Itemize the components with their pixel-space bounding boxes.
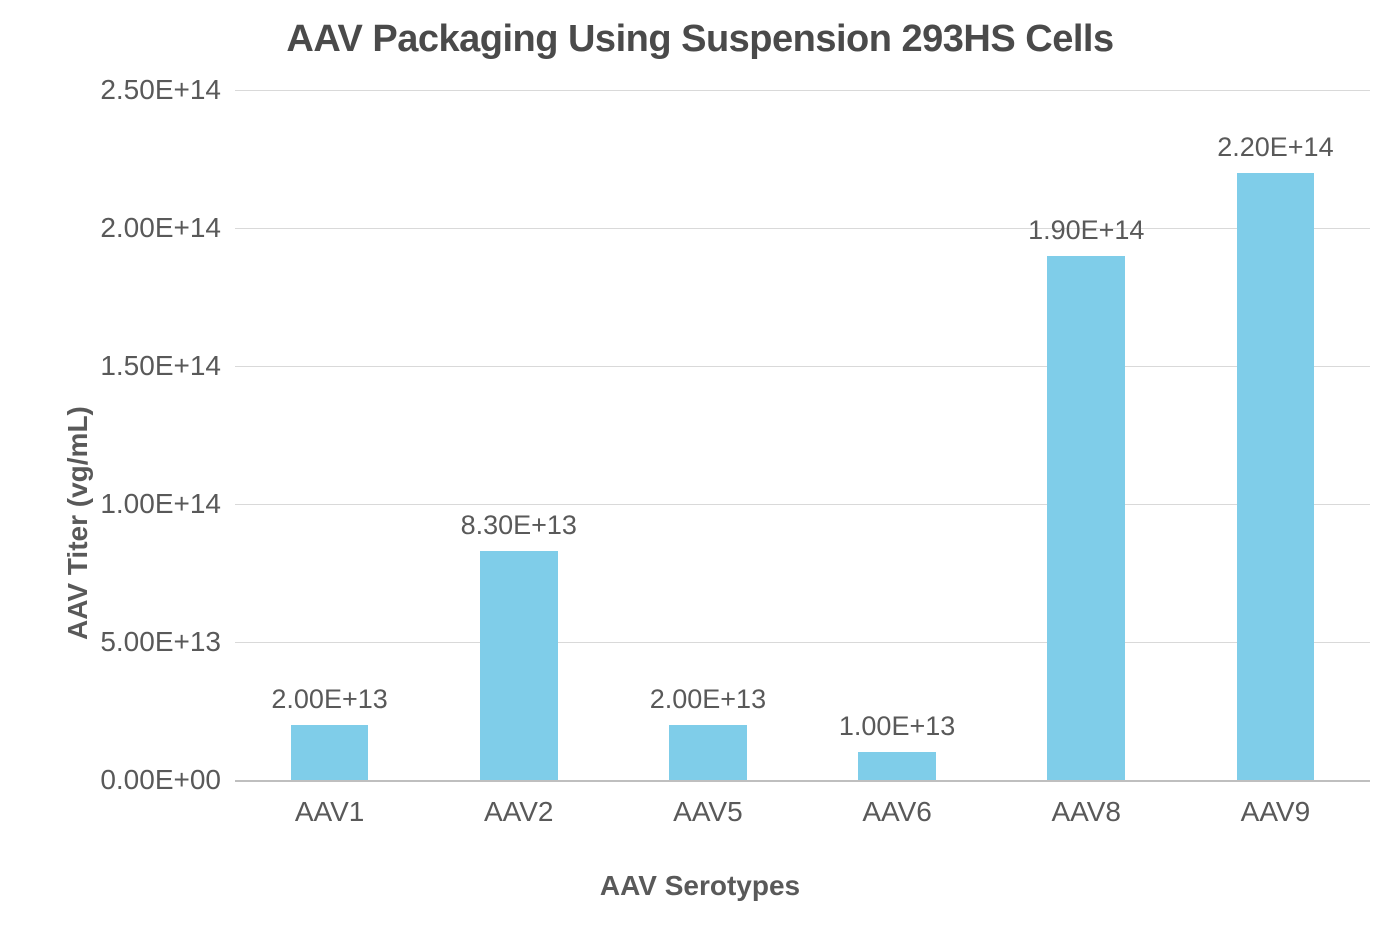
bar — [1047, 256, 1125, 780]
bar — [1237, 173, 1315, 780]
gridline — [235, 90, 1370, 91]
x-tick-label: AAV8 — [1051, 796, 1121, 828]
bar-value-label: 2.00E+13 — [650, 684, 766, 715]
x-axis-line — [235, 780, 1370, 782]
x-axis-label: AAV Serotypes — [0, 870, 1400, 902]
gridline — [235, 366, 1370, 367]
gridline — [235, 642, 1370, 643]
y-tick-label: 1.00E+14 — [100, 488, 221, 520]
x-tick-label: AAV5 — [673, 796, 743, 828]
y-tick-label: 0.00E+00 — [100, 764, 221, 796]
bar-value-label: 1.90E+14 — [1028, 215, 1144, 246]
x-tick-label: AAV6 — [862, 796, 932, 828]
y-tick-label: 2.00E+14 — [100, 212, 221, 244]
bar — [480, 551, 558, 780]
bar — [669, 725, 747, 780]
chart-title: AAV Packaging Using Suspension 293HS Cel… — [0, 18, 1400, 61]
bar-chart: AAV Packaging Using Suspension 293HS Cel… — [0, 0, 1400, 940]
x-tick-label: AAV1 — [295, 796, 365, 828]
x-tick-label: AAV2 — [484, 796, 554, 828]
bar-value-label: 1.00E+13 — [839, 711, 955, 742]
x-tick-label: AAV9 — [1241, 796, 1311, 828]
y-tick-label: 1.50E+14 — [100, 350, 221, 382]
bar-value-label: 2.20E+14 — [1217, 132, 1333, 163]
bar-value-label: 2.00E+13 — [271, 684, 387, 715]
y-tick-label: 5.00E+13 — [100, 626, 221, 658]
gridline — [235, 228, 1370, 229]
y-axis-label: AAV Titer (vg/mL) — [62, 406, 94, 640]
plot-area: 0.00E+005.00E+131.00E+141.50E+142.00E+14… — [235, 90, 1370, 780]
bar — [291, 725, 369, 780]
gridline — [235, 504, 1370, 505]
bar-value-label: 8.30E+13 — [461, 510, 577, 541]
y-tick-label: 2.50E+14 — [100, 74, 221, 106]
bar — [858, 752, 936, 780]
